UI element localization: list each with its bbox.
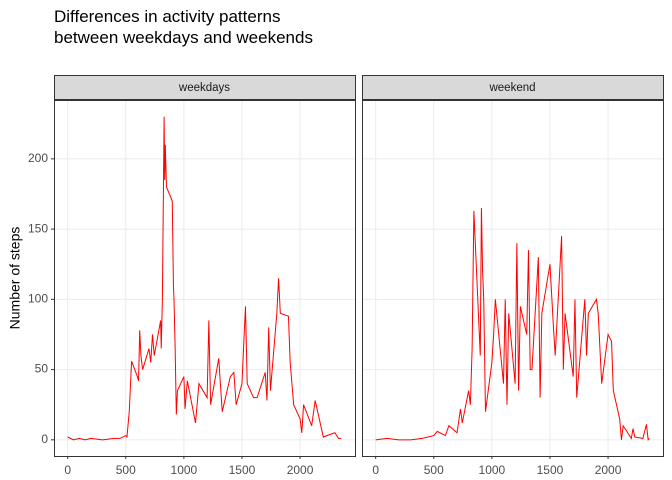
y-tick-label: 50 (35, 362, 49, 376)
panel-border (54, 100, 356, 457)
y-tick-label: 100 (28, 292, 48, 306)
x-tick-label: 500 (116, 463, 136, 477)
strip-label: weekdays (178, 82, 230, 94)
y-tick-label: 200 (28, 151, 48, 165)
y-tick-label: 0 (41, 432, 48, 446)
strip (54, 75, 356, 100)
x-tick-label: 2000 (287, 463, 314, 477)
y-tick-label: 150 (28, 221, 48, 235)
strip (362, 75, 664, 100)
line (67, 116, 342, 441)
panel (54, 100, 356, 457)
panel (362, 100, 664, 457)
chart: Interval Number of steps weekdays0501001… (7, 75, 664, 477)
chart-title: Differences in activity patterns between… (54, 7, 313, 47)
x-tick-label: 2000 (595, 463, 622, 477)
x-tick-label: 0 (64, 463, 71, 477)
x-tick-label: 1500 (537, 463, 564, 477)
panel-border (362, 100, 664, 457)
x-tick-label: 1500 (229, 463, 256, 477)
x-tick-label: 0 (372, 463, 379, 477)
x-tick-label: 1000 (171, 463, 198, 477)
strip-label: weekend (488, 82, 535, 94)
line (375, 208, 650, 442)
y-axis-label: Number of steps (7, 227, 23, 330)
x-tick-label: 500 (424, 463, 444, 477)
x-tick-label: 1000 (479, 463, 506, 477)
